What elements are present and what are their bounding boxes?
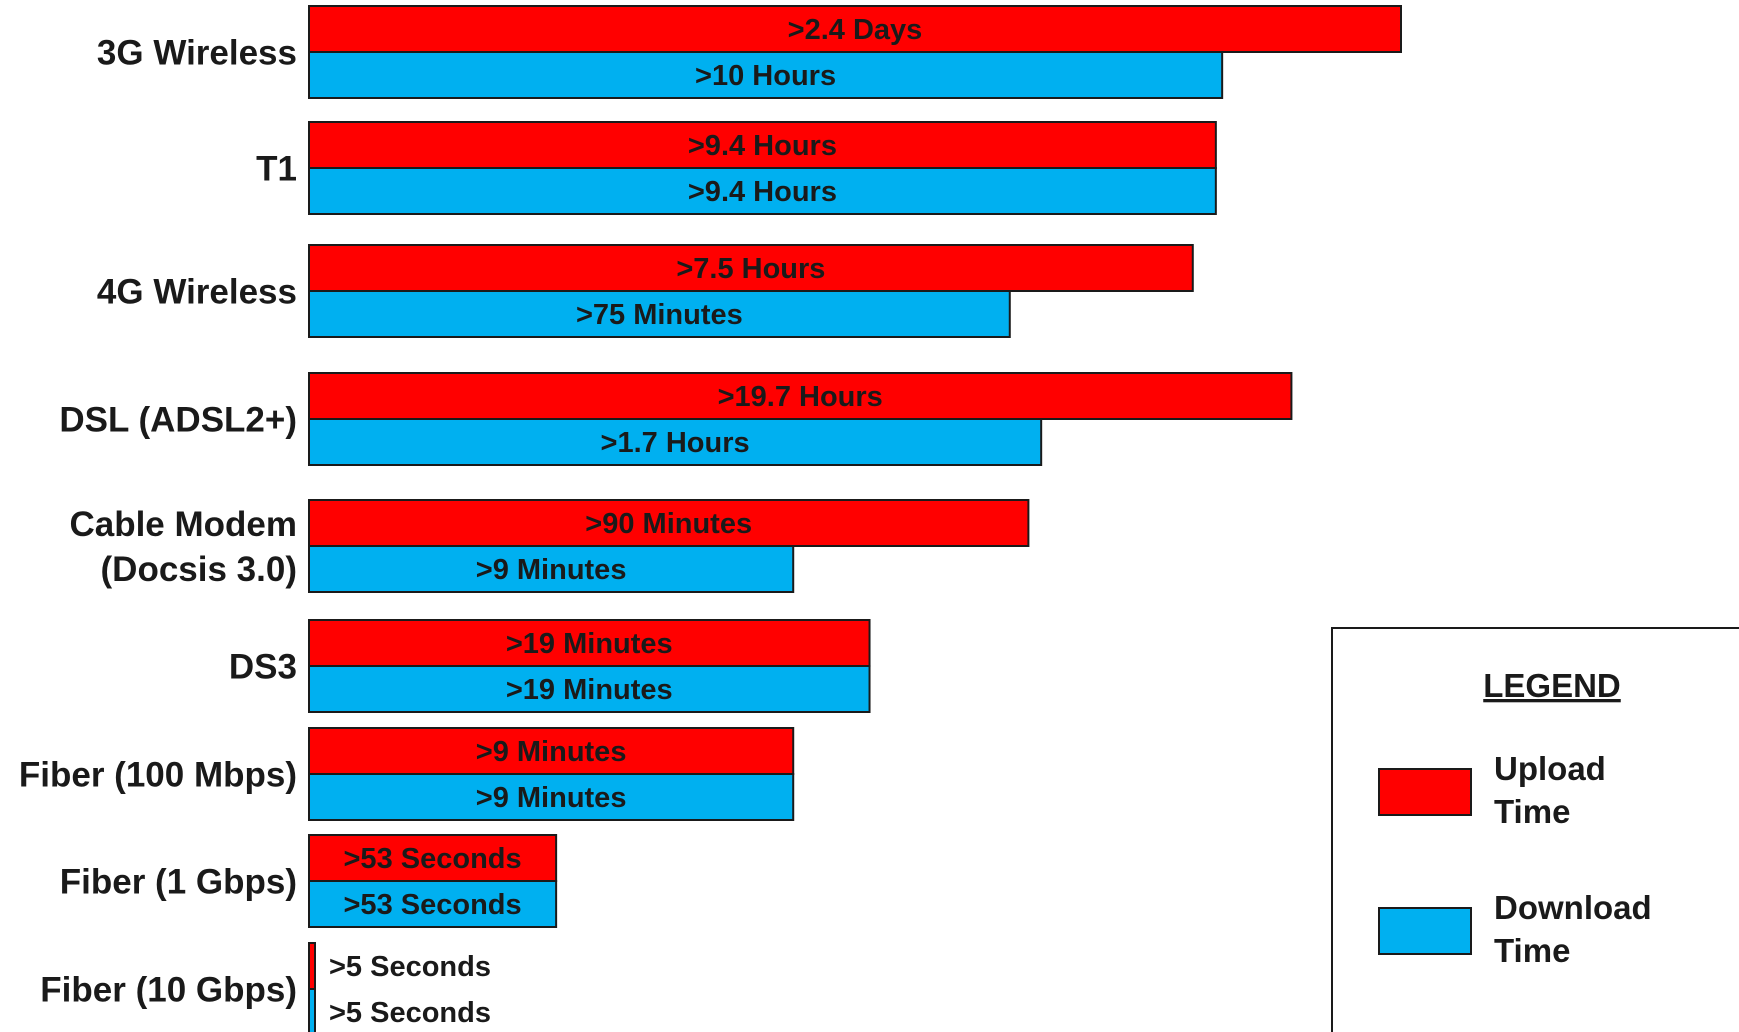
download-bar-label: >10 Hours: [695, 60, 836, 92]
category-label: Cable Modem (Docsis 3.0): [69, 505, 297, 589]
category-label: Fiber (1 Gbps): [60, 862, 297, 901]
upload-bar-label: >7.5 Hours: [676, 253, 825, 285]
download-bar-label: >9.4 Hours: [688, 176, 837, 208]
download-bar: [308, 167, 1217, 215]
category-label: 4G Wireless: [97, 272, 297, 311]
upload-bar-label: >53 Seconds: [344, 843, 522, 875]
download-bar-label: >9 Minutes: [476, 554, 627, 586]
category-label: DS3: [229, 647, 297, 686]
download-bar: [308, 880, 558, 928]
upload-bar-label: >19 Minutes: [506, 628, 673, 660]
bars-layer: >2.4 Days >10 Hours >9.4 Hours >9.4 Hours >7…: [308, 5, 1402, 1032]
upload-bar-label: >19.7 Hours: [718, 381, 883, 413]
legend-box: [1331, 627, 1739, 1032]
upload-bar: [308, 5, 1402, 53]
legend-label-download: Download Time: [1494, 889, 1652, 969]
category-label: Fiber (100 Mbps): [19, 755, 297, 794]
download-bar: [308, 545, 795, 593]
download-bar-label: >19 Minutes: [506, 674, 673, 706]
category-label: T1: [256, 149, 297, 188]
upload-bar-label: >9.4 Hours: [688, 130, 837, 162]
upload-bar-label: >2.4 Days: [788, 14, 923, 46]
legend-swatch-upload: [1378, 768, 1472, 816]
upload-bar-label: >90 Minutes: [585, 508, 752, 540]
download-bar: [308, 290, 1011, 338]
download-bar: [308, 51, 1224, 99]
download-bar: [308, 773, 795, 821]
legend-title: LEGEND: [1483, 667, 1621, 704]
category-label: DSL (ADSL2+): [59, 400, 297, 439]
upload-bar-label: >9 Minutes: [476, 736, 627, 768]
download-bar: [308, 988, 316, 1032]
upload-bar: [308, 619, 871, 667]
legend-label-upload: Upload Time: [1494, 750, 1606, 830]
download-bar-label: >9 Minutes: [476, 782, 627, 814]
legend: LEGEND Upload Time Download Time: [1331, 627, 1739, 1032]
legend-swatch-download: [1378, 907, 1472, 955]
upload-bar: [308, 942, 316, 990]
category-labels: 3G Wireless T1 4G Wireless DSL (ADSL2+) Cabl…: [19, 33, 297, 1009]
download-bar: [308, 418, 1043, 466]
upload-bar-label: >5 Seconds: [329, 951, 491, 983]
download-bar: [308, 665, 871, 713]
download-bar-label: >1.7 Hours: [601, 427, 750, 459]
category-label: 3G Wireless: [97, 33, 297, 72]
category-label: Fiber (10 Gbps): [40, 970, 297, 1009]
download-bar-label: >53 Seconds: [344, 889, 522, 921]
download-bar-label: >5 Seconds: [329, 997, 491, 1029]
download-bar-label: >75 Minutes: [576, 299, 743, 331]
